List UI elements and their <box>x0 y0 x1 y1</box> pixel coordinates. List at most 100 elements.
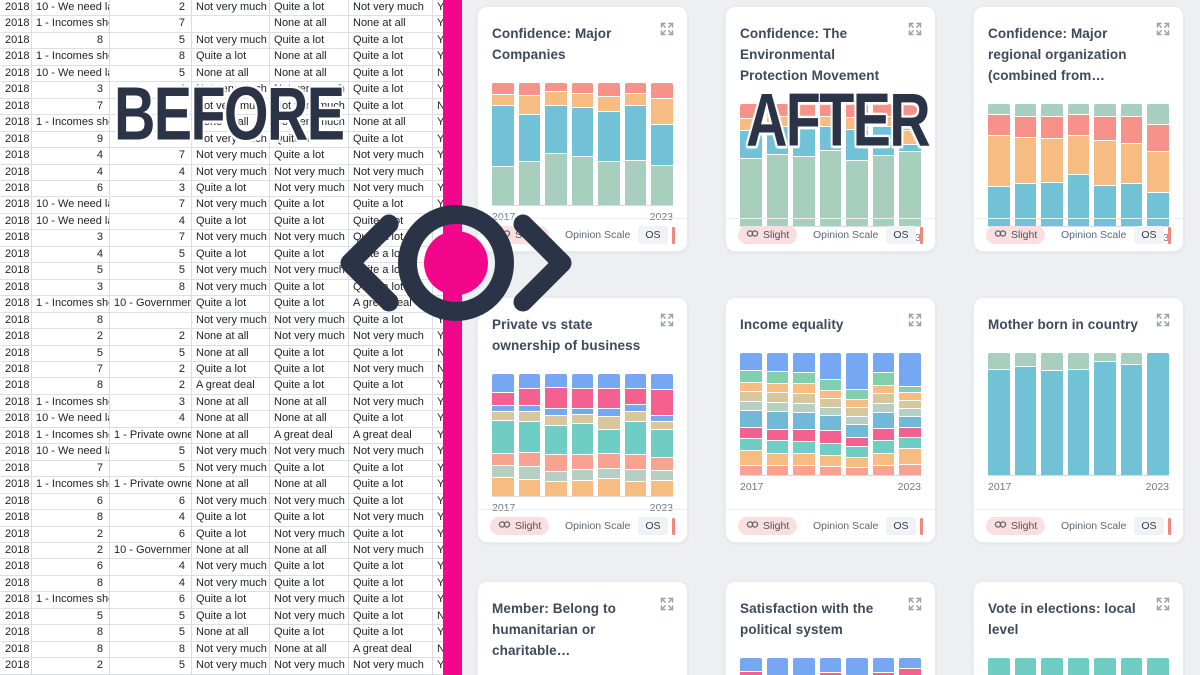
stacked-bar[interactable] <box>1041 103 1063 226</box>
stacked-bar[interactable] <box>571 83 594 205</box>
table-cell: 8 <box>32 32 110 49</box>
expand-icon[interactable] <box>907 596 923 612</box>
stacked-bar[interactable] <box>819 353 842 475</box>
correlation-badge[interactable]: Slight <box>986 517 1046 535</box>
stacked-bar[interactable] <box>846 657 868 675</box>
stacked-bar[interactable] <box>518 374 541 496</box>
stacked-bar[interactable] <box>518 83 541 205</box>
stacked-bar[interactable] <box>846 352 868 475</box>
slider-dot[interactable] <box>424 231 488 295</box>
stacked-bar[interactable] <box>1067 353 1090 475</box>
table-cell: 10 - We need lar <box>32 411 110 427</box>
table-cell: Not very much <box>270 82 349 98</box>
stacked-bar[interactable] <box>1094 353 1116 475</box>
stacked-bar[interactable] <box>1014 658 1037 675</box>
stacked-bar[interactable] <box>545 83 567 205</box>
scale-type-chip[interactable]: OS <box>638 517 668 535</box>
stacked-bar[interactable] <box>571 374 594 496</box>
stacked-bar[interactable] <box>492 83 514 205</box>
table-cell: Not very much <box>349 658 433 674</box>
correlation-badge[interactable]: Slight <box>490 517 550 535</box>
bar-segment-tan <box>571 414 594 423</box>
stacked-bar[interactable] <box>1120 658 1143 675</box>
stacked-bar[interactable] <box>651 374 674 496</box>
stacked-bar[interactable] <box>740 353 762 475</box>
stacked-bar[interactable] <box>899 352 922 475</box>
comparison-divider-bar[interactable] <box>443 0 462 675</box>
scale-type-chip[interactable]: OS <box>1134 226 1164 244</box>
stacked-bar[interactable] <box>1120 103 1143 226</box>
stacked-bar[interactable] <box>624 374 647 496</box>
stacked-bar[interactable] <box>624 83 647 205</box>
stacked-bar[interactable] <box>1014 103 1037 226</box>
stacked-bar[interactable] <box>819 657 842 675</box>
stacked-bar[interactable] <box>598 374 620 496</box>
stacked-bar[interactable] <box>492 374 514 496</box>
stacked-bar[interactable] <box>1041 353 1063 475</box>
stacked-bar[interactable] <box>766 103 789 226</box>
table-cell: A great deal <box>349 427 433 444</box>
stacked-bar[interactable] <box>846 104 868 226</box>
expand-icon[interactable] <box>1155 312 1171 328</box>
stacked-bar[interactable] <box>740 658 762 675</box>
stacked-bar[interactable] <box>793 104 815 226</box>
stacked-bar[interactable] <box>872 353 895 475</box>
scale-group: Opinion Scale OS <box>565 226 675 244</box>
scale-type-chip[interactable]: OS <box>638 226 668 244</box>
stacked-bar[interactable] <box>651 83 674 205</box>
stacked-bar[interactable] <box>1147 104 1170 226</box>
expand-icon[interactable] <box>907 21 923 37</box>
stacked-bar[interactable] <box>766 353 789 475</box>
stacked-bar[interactable] <box>988 353 1010 475</box>
stacked-bar[interactable] <box>1147 658 1170 675</box>
stacked-bar[interactable] <box>899 103 922 226</box>
table-cell: 2018 <box>0 197 32 213</box>
table-cell: 1 - Incomes shou <box>32 394 110 411</box>
bar-segment-sage <box>1147 104 1170 125</box>
stacked-bar[interactable] <box>545 374 567 496</box>
stacked-bar[interactable] <box>872 658 895 675</box>
stacked-bar-chart <box>988 103 1170 227</box>
expand-icon[interactable] <box>1155 21 1171 37</box>
expand-icon[interactable] <box>1155 596 1171 612</box>
stacked-bar[interactable] <box>598 82 620 205</box>
scale-accent-bar <box>919 226 923 244</box>
correlation-badge[interactable]: Slight <box>986 226 1046 244</box>
stacked-bar[interactable] <box>872 104 895 226</box>
bar-segment-tan <box>545 416 567 426</box>
bar-segment-orange <box>1067 135 1090 174</box>
table-cell: Not very much <box>192 197 270 213</box>
bar-segment-cornflower <box>766 353 789 372</box>
expand-icon[interactable] <box>659 21 675 37</box>
stacked-bar[interactable] <box>988 658 1010 675</box>
stacked-bar[interactable] <box>988 104 1010 226</box>
stacked-bar[interactable] <box>1094 658 1116 675</box>
table-cell: Not very much <box>270 230 349 246</box>
stacked-bar-chart <box>740 352 922 476</box>
stacked-bar[interactable] <box>793 657 815 675</box>
stacked-bar[interactable] <box>1120 353 1143 475</box>
bar-segment-teal <box>624 421 647 454</box>
scale-type-chip[interactable]: OS <box>886 517 916 535</box>
stacked-bar[interactable] <box>819 104 842 226</box>
correlation-badge[interactable]: Slight <box>738 226 798 244</box>
bar-segment-mint <box>846 390 868 400</box>
stacked-bar[interactable] <box>793 353 815 475</box>
stacked-bar[interactable] <box>1094 104 1116 226</box>
expand-icon[interactable] <box>659 312 675 328</box>
stacked-bar[interactable] <box>1041 658 1063 675</box>
correlation-badge[interactable]: Slight <box>738 517 798 535</box>
stacked-bar[interactable] <box>899 658 922 675</box>
scale-group: Opinion Scale OS <box>1061 226 1171 244</box>
scale-type-chip[interactable]: OS <box>1134 517 1164 535</box>
stacked-bar[interactable] <box>1067 104 1090 226</box>
scale-type-chip[interactable]: OS <box>886 226 916 244</box>
stacked-bar[interactable] <box>766 658 789 675</box>
stacked-bar[interactable] <box>1067 658 1090 675</box>
stacked-bar[interactable] <box>740 104 762 226</box>
expand-icon[interactable] <box>659 596 675 612</box>
expand-icon[interactable] <box>907 312 923 328</box>
stacked-bar[interactable] <box>1147 353 1170 475</box>
link-icon <box>746 520 759 532</box>
stacked-bar[interactable] <box>1014 353 1037 475</box>
